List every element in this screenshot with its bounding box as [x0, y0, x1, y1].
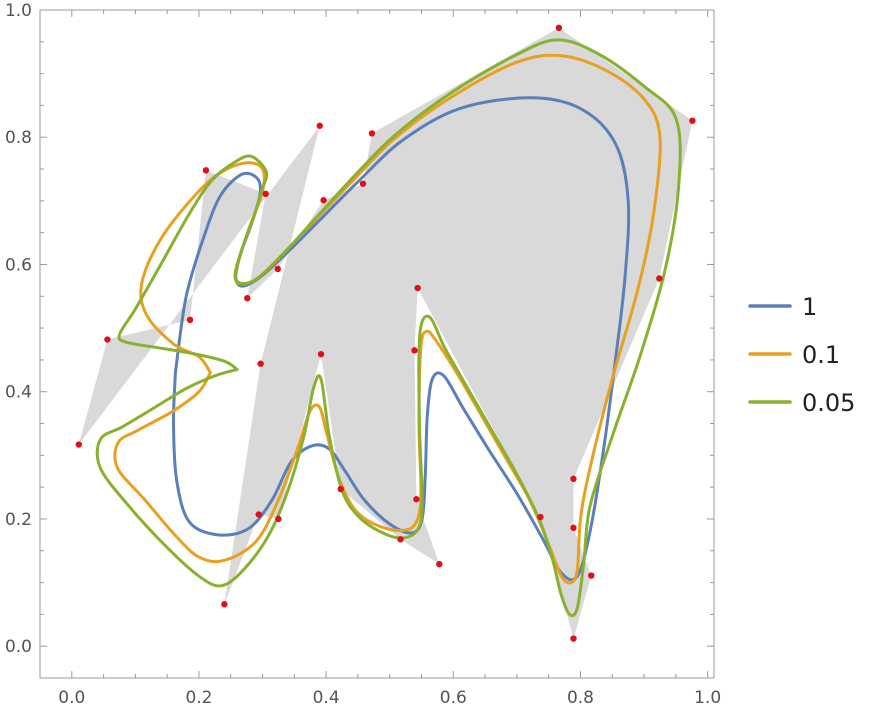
x-tick-label: 0.4 — [313, 688, 340, 708]
control-point — [555, 24, 563, 32]
control-point — [317, 350, 325, 358]
control-point — [570, 475, 577, 483]
y-tick-label: 1.0 — [5, 1, 32, 21]
spline-curves — [95, 38, 682, 618]
control-point — [320, 197, 327, 204]
control-point — [316, 122, 323, 129]
control-point — [570, 635, 577, 642]
x-tick-label: 0.6 — [440, 688, 467, 708]
control-point — [397, 536, 404, 543]
control-point — [413, 496, 420, 503]
y-tick-label: 0.6 — [5, 255, 32, 275]
series-line-0.05 — [95, 38, 682, 618]
control-point — [221, 601, 228, 608]
axis-ticks — [39, 9, 714, 679]
control-point — [257, 360, 264, 367]
control-point — [368, 130, 376, 137]
filled-region — [78, 27, 693, 639]
control-point — [202, 167, 210, 174]
control-point — [255, 511, 262, 518]
plot-frame — [39, 9, 715, 679]
control-point — [359, 180, 367, 187]
control-points — [75, 24, 696, 642]
control-point — [75, 441, 82, 448]
control-point — [186, 316, 194, 324]
y-tick-label: 0.4 — [5, 383, 32, 403]
control-point — [262, 190, 269, 198]
legend: 1 0.1 0.05 — [748, 293, 855, 417]
control-point — [244, 294, 251, 302]
control-point — [656, 275, 663, 282]
y-tick-label: 0.0 — [5, 637, 32, 657]
control-point — [104, 336, 111, 343]
legend-label-0.05: 0.05 — [802, 389, 855, 417]
x-tick-label: 1.0 — [694, 688, 721, 708]
y-axis-tick-labels: 0.0 0.2 0.4 0.6 0.8 1.0 — [5, 1, 32, 657]
y-tick-label: 0.2 — [5, 510, 32, 530]
control-point — [537, 513, 544, 521]
control-polygon-region — [78, 27, 693, 639]
control-point — [588, 572, 595, 579]
y-tick-label: 0.8 — [5, 128, 32, 148]
control-point — [689, 117, 696, 124]
control-point — [414, 284, 421, 292]
x-tick-label: 0.8 — [567, 688, 594, 708]
legend-label-0.1: 0.1 — [802, 341, 840, 369]
control-point — [436, 560, 443, 568]
x-tick-label: 0.0 — [58, 688, 85, 708]
control-point — [337, 485, 344, 493]
x-tick-label: 0.2 — [185, 688, 212, 708]
x-axis-tick-labels: 0.0 0.2 0.4 0.6 0.8 1.0 — [58, 688, 721, 708]
control-point — [411, 347, 418, 354]
legend-label-1: 1 — [802, 293, 817, 321]
control-point — [274, 265, 282, 273]
control-point — [275, 515, 282, 523]
control-point — [570, 524, 577, 532]
